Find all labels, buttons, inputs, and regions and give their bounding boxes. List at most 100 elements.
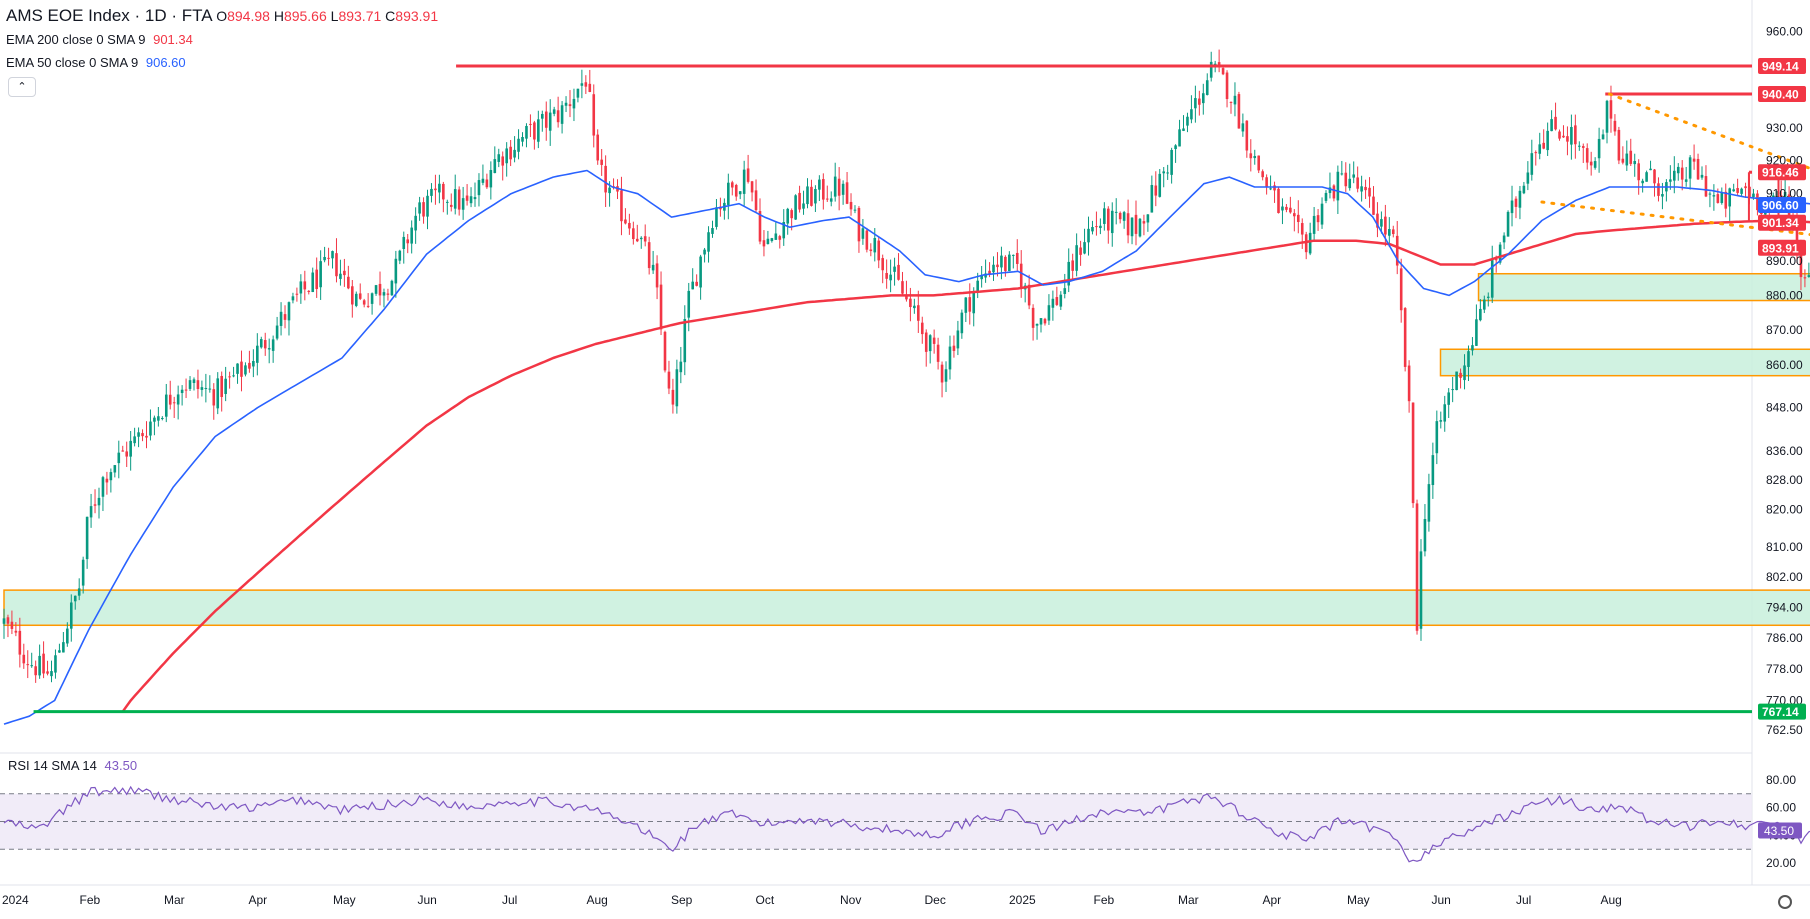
candle-body bbox=[564, 102, 568, 106]
symbol-title[interactable]: AMS EOE Index · 1D · FTA bbox=[6, 6, 213, 25]
price-badge-label: 767.14 bbox=[1762, 705, 1799, 719]
candle-body bbox=[1518, 190, 1522, 208]
candle-body bbox=[1609, 100, 1613, 119]
candle-body bbox=[727, 182, 730, 205]
time-tick-label: Oct bbox=[756, 893, 775, 907]
candle-body bbox=[1546, 130, 1549, 151]
candle-body bbox=[560, 105, 564, 124]
candle-body bbox=[465, 195, 469, 201]
candle-body bbox=[885, 273, 888, 279]
candle-body bbox=[770, 238, 774, 242]
candle-body bbox=[1395, 235, 1399, 266]
gear-icon[interactable] bbox=[1778, 895, 1792, 909]
collapse-legend-button[interactable]: ⌃ bbox=[8, 77, 36, 97]
candle-body bbox=[1483, 299, 1486, 310]
candle-body bbox=[331, 251, 334, 259]
ema50-legend[interactable]: EMA 50 close 0 SMA 9 906.60 bbox=[6, 51, 438, 74]
candle-body bbox=[655, 263, 659, 288]
candle-body bbox=[1035, 323, 1039, 326]
candle-body bbox=[1063, 288, 1067, 294]
candle-body bbox=[778, 236, 782, 240]
candle-body bbox=[913, 305, 916, 309]
candle-body bbox=[50, 671, 53, 677]
candle-body bbox=[814, 189, 817, 204]
candle-body bbox=[1530, 153, 1534, 175]
candle-body bbox=[1106, 208, 1110, 231]
candle-body bbox=[774, 233, 778, 240]
candle-body bbox=[956, 330, 960, 349]
price-tick-label: 828.00 bbox=[1766, 473, 1803, 487]
candle-body bbox=[1680, 167, 1684, 180]
candle-body bbox=[34, 666, 37, 676]
rsi-tick-label: 20.00 bbox=[1766, 856, 1796, 870]
candle-body bbox=[568, 104, 572, 107]
candle-body bbox=[1233, 95, 1237, 105]
candle-body bbox=[1019, 263, 1023, 289]
candle-body bbox=[42, 653, 45, 674]
candle-body bbox=[196, 380, 200, 389]
candle-body bbox=[537, 119, 540, 142]
support-zone-2 bbox=[1477, 272, 1810, 302]
candle-body bbox=[1213, 63, 1217, 65]
candle-body bbox=[1281, 206, 1284, 211]
candle-body bbox=[750, 181, 754, 193]
candle-body bbox=[1684, 179, 1688, 182]
candle-body bbox=[1463, 365, 1466, 381]
candle-body bbox=[1673, 170, 1676, 181]
candle-body bbox=[829, 198, 833, 202]
low-value: 893.71 bbox=[338, 8, 382, 24]
candle-body bbox=[897, 264, 900, 280]
candle-body bbox=[1091, 227, 1094, 232]
candle-body bbox=[1126, 213, 1130, 236]
price-tick-label: 786.00 bbox=[1766, 631, 1803, 645]
candle-body bbox=[1087, 228, 1090, 243]
rsi-tick-label: 60.00 bbox=[1766, 801, 1796, 815]
candle-body bbox=[552, 109, 556, 114]
candle-body bbox=[1783, 191, 1787, 199]
candle-body bbox=[299, 281, 303, 294]
candle-body bbox=[10, 621, 14, 629]
candle-body bbox=[754, 190, 758, 211]
candle-body bbox=[853, 209, 857, 211]
candle-body bbox=[513, 149, 516, 158]
candle-body bbox=[1403, 308, 1407, 367]
candle-body bbox=[256, 345, 259, 363]
candle-body bbox=[406, 239, 410, 244]
candle-body bbox=[782, 222, 786, 239]
candle-body bbox=[1570, 126, 1573, 145]
candle-body bbox=[1265, 177, 1268, 188]
candle-body bbox=[924, 332, 928, 352]
candle-body bbox=[1225, 72, 1229, 100]
rsi-legend[interactable]: RSI 14 SMA 14 43.50 bbox=[8, 758, 137, 773]
candle-body bbox=[457, 189, 461, 210]
candle-body bbox=[584, 82, 588, 87]
candle-body bbox=[1534, 152, 1538, 154]
candle-body bbox=[1704, 176, 1708, 197]
ema200-legend[interactable]: EMA 200 close 0 SMA 9 901.34 bbox=[6, 28, 438, 51]
ema200-line bbox=[121, 219, 1810, 713]
time-tick-label: May bbox=[333, 893, 356, 907]
candle-body bbox=[1015, 252, 1019, 264]
candle-body bbox=[1095, 226, 1098, 228]
candle-body bbox=[307, 290, 311, 292]
candle-body bbox=[766, 238, 770, 245]
candle-body bbox=[1004, 256, 1007, 272]
candle-body bbox=[1526, 172, 1530, 184]
candle-body bbox=[1613, 120, 1617, 132]
price-tick-label: 836.00 bbox=[1766, 444, 1803, 458]
candle-body bbox=[1708, 193, 1712, 195]
candle-body bbox=[271, 339, 275, 351]
candle-body bbox=[1550, 119, 1553, 132]
candle-body bbox=[1407, 365, 1411, 402]
candle-body bbox=[624, 219, 627, 224]
trendline-dotted-1 bbox=[1540, 200, 1810, 237]
candle-body bbox=[628, 222, 631, 229]
candle-body bbox=[806, 186, 809, 205]
candle-body bbox=[81, 559, 85, 586]
open-value: 894.98 bbox=[227, 8, 270, 24]
candle-body bbox=[1578, 145, 1581, 147]
candle-body bbox=[469, 196, 473, 204]
candle-body bbox=[742, 169, 746, 194]
candle-body bbox=[125, 451, 128, 457]
